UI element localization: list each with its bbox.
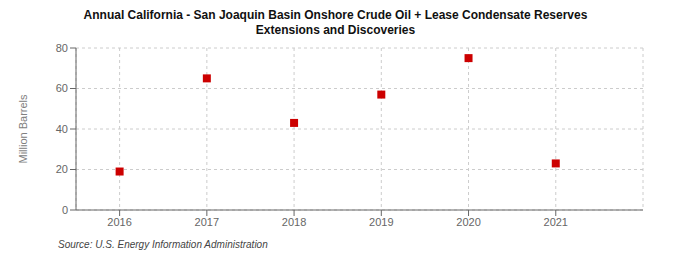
svg-text:0: 0: [62, 204, 68, 216]
svg-text:2019: 2019: [369, 216, 393, 228]
html-text:Annual California - San Joaqui: Annual California - San Joaquin Basin On…: [83, 8, 588, 22]
svg-text:60: 60: [56, 82, 68, 94]
html-text:Source: U.S. Energy Informatio: Source: U.S. Energy Information Administ…: [58, 239, 268, 250]
svg-text:40: 40: [56, 123, 68, 135]
svg-text:20: 20: [56, 163, 68, 175]
svg-text:2021: 2021: [544, 216, 568, 228]
svg-text:80: 80: [56, 42, 68, 54]
svg-text:2020: 2020: [456, 216, 480, 228]
html-text:Extensions and Discoveries: Extensions and Discoveries: [255, 23, 416, 37]
svg-text:2017: 2017: [195, 216, 219, 228]
svg-text:2018: 2018: [282, 216, 306, 228]
svg-text:Million Barrels: Million Barrels: [17, 94, 29, 164]
svg-text:2016: 2016: [107, 216, 131, 228]
